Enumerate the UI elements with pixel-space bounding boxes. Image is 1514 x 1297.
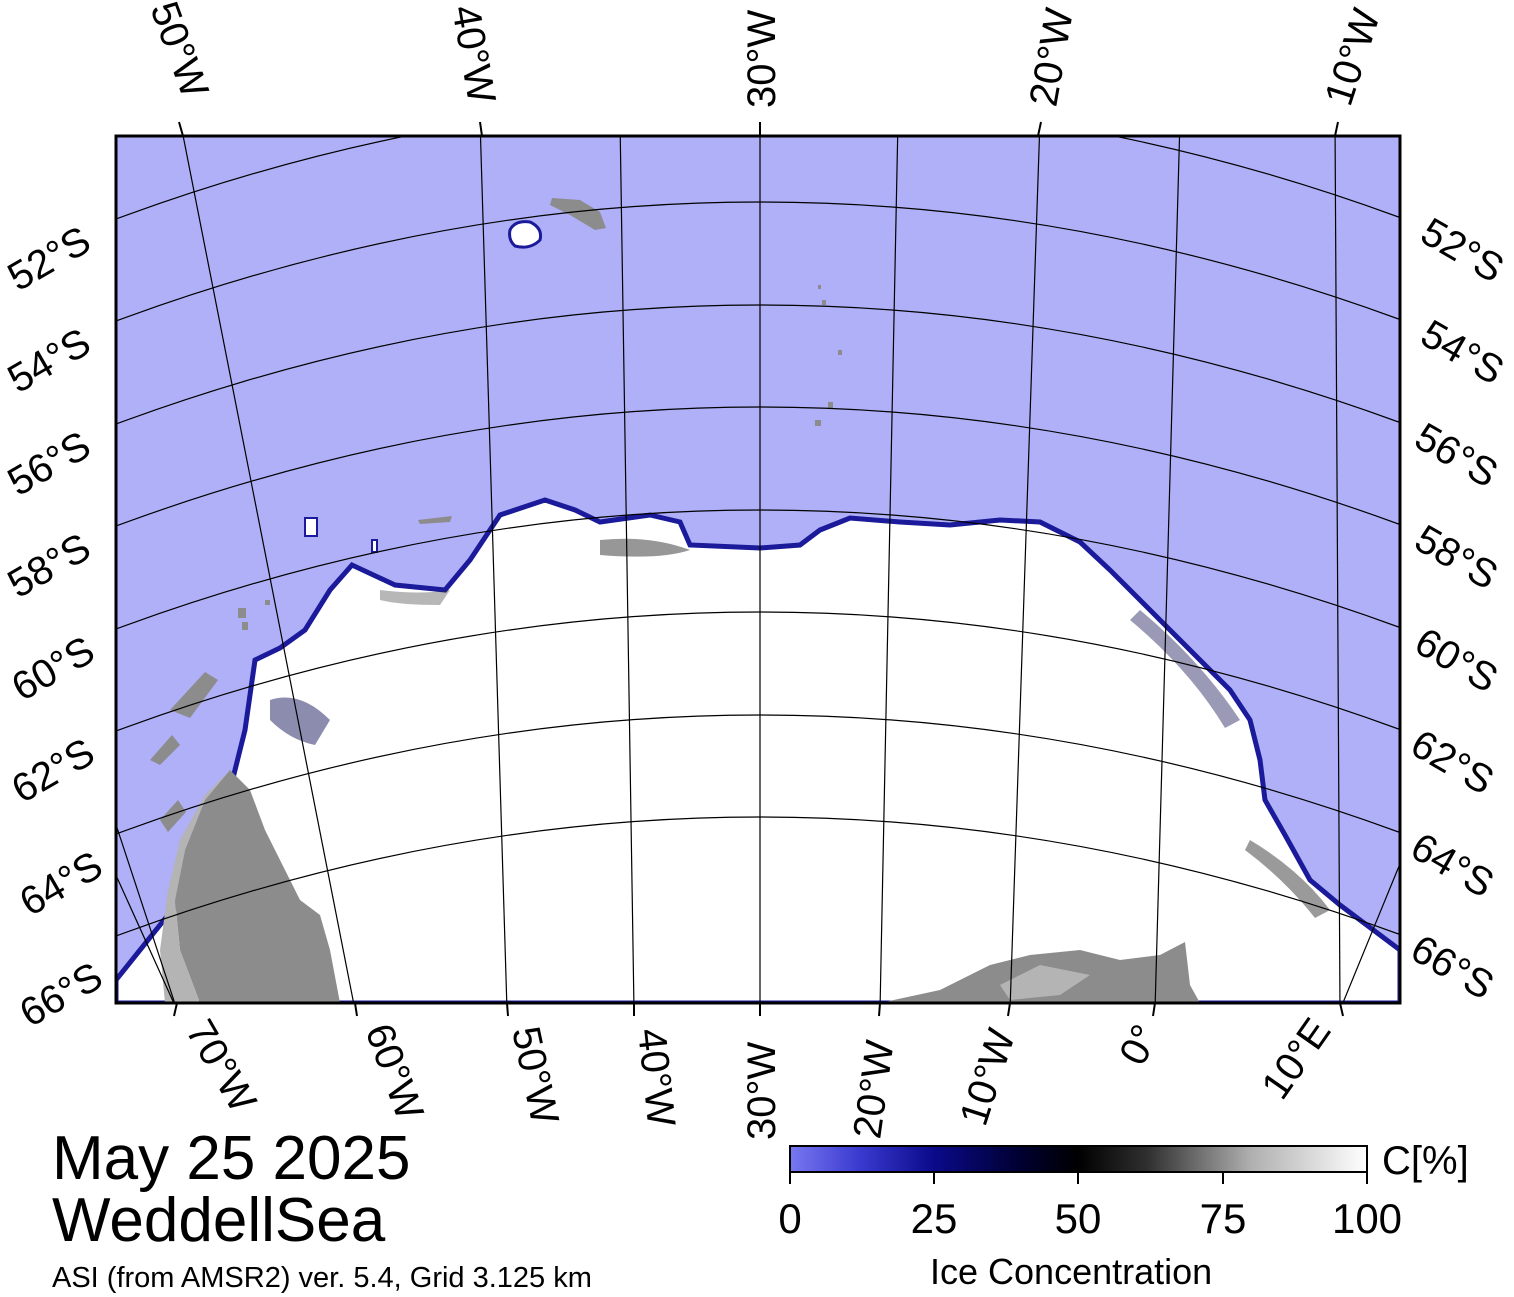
meridian-line [116,822,176,1003]
latitude-label-right: 66°S [1404,927,1501,1009]
south-sandwich-islands [418,516,452,524]
south-georgia-island [550,198,606,230]
meridian-line [479,136,508,1003]
south-orkney-islands [238,600,270,630]
latitude-label-left: 60°S [5,628,102,710]
map-area [116,136,1400,1003]
latitude-label-right: 60°S [1408,620,1505,702]
iceberg [508,220,542,249]
colorbar-title: Ice Concentration [930,1251,1213,1292]
longitude-label-top: 50°W [142,0,217,104]
ice-edge-dark-band [270,697,330,745]
longitude-label-top: 40°W [443,2,503,107]
sea-ice-region [116,497,1400,1003]
top-longitude-labels: 50°W 40°W 30°W 20°W 10°W [142,0,1389,111]
latitude-label-left: 54°S [1,320,98,402]
longitude-label-top: 30°W [740,10,784,108]
latitude-label-left: 52°S [1,218,98,300]
left-latitude-labels: 52°S 54°S 56°S 58°S 60°S 62°S 64°S 66°S [1,218,110,1036]
bottom-longitude-labels: 70°W 60°W 50°W 40°W 30°W 20°W 10°W 0° 10… [177,1011,1339,1142]
ice-edge-dark-band [600,538,690,557]
latitude-label-left: 66°S [13,954,110,1036]
longitude-label-bottom: 0° [1111,1018,1168,1072]
graticule [116,136,1400,1003]
meridian-line [1154,136,1181,1003]
latitude-line [116,136,1400,220]
latitude-label-right: 64°S [1404,825,1501,907]
longitude-label-bottom: 70°W [177,1013,264,1120]
latitude-label-left: 58°S [1,525,98,607]
ice-edge-dark-band [1130,610,1240,728]
colorbar-tick-label: 75 [1199,1195,1247,1242]
product-description: ASI (from AMSR2) ver. 5.4, Grid 3.125 km [52,1262,592,1294]
ice-edge-dark-band [380,590,450,605]
antarctic-peninsula [175,770,340,1003]
meridian-line [1009,136,1041,1003]
longitude-label-bottom: 10°W [952,1024,1024,1131]
region-name: WeddellSea [52,1186,386,1255]
ice-edge-dark-band [1245,840,1330,918]
coast-ice-shelf [1000,965,1090,1000]
meridian-line [879,136,899,1003]
latitude-label-right: 62°S [1404,722,1501,804]
map-frame [114,134,1402,1005]
iceberg [371,539,378,553]
scattered-land-patches [150,285,842,832]
longitude-label-bottom: 30°W [740,1042,784,1140]
latitude-label-right: 56°S [1408,415,1505,497]
colorbar-ticks [789,1172,1368,1184]
meridian-line [1342,862,1400,1003]
peninsula-ice-shelf [160,770,230,1003]
colorbar-tick-label: 50 [1054,1195,1102,1242]
colorbar-unit: C[%] [1382,1139,1469,1183]
colorbar-gradient [789,1145,1368,1173]
longitude-label-bottom: 20°W [845,1038,902,1142]
latitude-label-left: 56°S [1,423,98,505]
map-date: May 25 2025 [52,1124,411,1193]
longitude-label-bottom: 50°W [503,1023,567,1128]
meridian-line [182,136,355,1003]
longitude-label-bottom: 60°W [357,1018,432,1126]
longitude-label-bottom: 40°W [629,1026,683,1129]
latitude-label-left: 62°S [5,730,102,812]
frame-ticks [173,121,1344,1017]
right-latitude-labels: 52°S 54°S 56°S 58°S 60°S 62°S 64°S 66°S [1404,210,1511,1009]
latitude-label-right: 52°S [1414,210,1511,292]
colorbar-tick-label: 25 [910,1195,958,1242]
longitude-label-top: 20°W [1022,5,1082,110]
meridian-line [1334,136,1341,1003]
longitude-label-top: 10°W [1317,4,1389,111]
meridian-line [116,873,175,1003]
latitude-label-right: 58°S [1408,517,1505,599]
colorbar-tick-label: 0 [778,1195,802,1242]
latitude-label-right: 54°S [1414,312,1511,394]
latitude-label-left: 64°S [13,843,110,925]
iceberg [304,517,318,537]
colorbar-tick-label: 100 [1331,1195,1403,1242]
meridian-line [619,136,635,1003]
longitude-label-bottom: 10°E [1253,1011,1339,1108]
